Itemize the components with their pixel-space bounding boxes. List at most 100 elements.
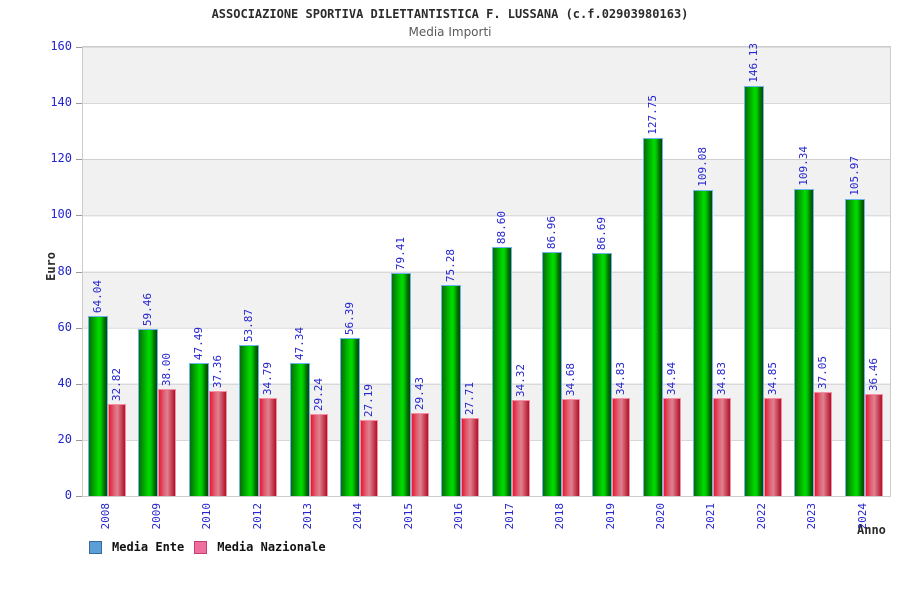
bar-media-ente: [743, 85, 764, 496]
bar-value-label: 34.79: [261, 362, 275, 396]
bar-media-ente: [491, 247, 512, 496]
bar-value-label: 64.04: [91, 280, 104, 314]
legend-swatch-media-nazionale: [194, 540, 208, 554]
y-tick-label: 40: [57, 375, 72, 390]
y-tick-mark: [76, 215, 82, 217]
bar-media-nazionale: [763, 398, 782, 496]
bar-media-nazionale: [208, 391, 227, 496]
x-tick-label: 2020: [654, 503, 668, 530]
bar-media-nazionale: [612, 398, 631, 496]
x-tick-label: 2012: [250, 503, 264, 530]
bar-media-ente: [390, 273, 411, 496]
bar-value-label: 47.49: [191, 326, 205, 360]
gridline: [83, 439, 890, 441]
legend: Media Ente Media Nazionale: [89, 540, 326, 554]
legend-item-media-nazionale: Media Nazionale: [194, 540, 326, 554]
y-tick-mark: [76, 271, 82, 273]
gridline: [83, 327, 890, 329]
bar-value-label: 53.87: [242, 308, 256, 342]
x-tick-label: 2015: [401, 503, 415, 530]
bar-value-label: 29.24: [311, 377, 325, 411]
legend-swatch-media-ente: [89, 540, 102, 554]
bar-value-label: 47.34: [292, 327, 306, 361]
y-tick-mark: [76, 103, 82, 105]
bar-media-nazionale: [561, 398, 580, 496]
bar-media-nazionale: [511, 399, 530, 496]
x-tick-label: 2013: [300, 503, 314, 530]
bar-media-ente: [340, 337, 361, 496]
bar-value-label: 109.08: [696, 147, 710, 187]
y-tick-label: 140: [50, 95, 72, 110]
y-tick-label: 120: [50, 151, 72, 166]
gridline: [83, 383, 890, 385]
bar-media-nazionale: [864, 393, 883, 496]
y-tick-mark: [76, 439, 82, 441]
bar-media-ente: [794, 189, 815, 496]
bar-value-label: 32.82: [110, 367, 123, 401]
y-tick-label: 100: [50, 207, 72, 222]
y-tick-mark: [76, 383, 82, 385]
gridline: [83, 271, 890, 273]
bar-media-nazionale: [158, 389, 177, 496]
gridline: [83, 215, 890, 217]
bar-media-ente: [642, 137, 663, 496]
bar-media-ente: [289, 363, 310, 496]
y-tick-mark: [76, 496, 82, 497]
x-tick-label: 2014: [351, 503, 365, 530]
bar-value-label: 34.83: [614, 362, 628, 396]
bar-value-label: 109.34: [797, 146, 811, 187]
bar-value-label: 59.46: [141, 293, 155, 327]
legend-label-media-ente: Media Ente: [112, 540, 185, 554]
bar-media-nazionale: [360, 419, 379, 496]
bar-value-label: 36.46: [866, 357, 880, 391]
bar-value-label: 34.68: [563, 362, 577, 396]
bar-value-label: 79.41: [393, 237, 407, 271]
bar-media-nazionale: [309, 413, 328, 496]
x-tick-label: 2023: [805, 503, 819, 530]
y-tick-mark: [76, 327, 82, 329]
bar-media-nazionale: [461, 418, 480, 496]
bar-media-nazionale: [814, 392, 833, 496]
bar-value-label: 34.85: [765, 362, 779, 396]
chart-subtitle: Media Importi: [408, 25, 492, 39]
bar-media-ente: [188, 362, 209, 496]
plot-area: 64.04 32.82 2008 59.46 38.00 2009 47.49 37.36 20…: [82, 43, 891, 530]
bar-value-label: 37.05: [816, 355, 830, 390]
bar-media-ente: [441, 284, 462, 496]
bar-value-label: 86.96: [544, 215, 558, 249]
bar-value-label: 27.19: [362, 383, 376, 417]
x-tick-label: 2018: [553, 503, 567, 530]
bar-value-label: 75.28: [444, 248, 458, 282]
bar-media-ente: [88, 316, 108, 496]
x-axis-title: Anno: [857, 523, 886, 537]
bar-value-label: 105.97: [847, 155, 861, 196]
bar-media-ente: [693, 189, 714, 496]
chart-title: ASSOCIAZIONE SPORTIVA DILETTANTISTICA F.…: [211, 7, 689, 21]
x-tick-label: 2021: [704, 503, 718, 530]
bar-value-label: 34.83: [715, 362, 729, 396]
y-tick-label: 80: [57, 263, 72, 278]
bar-media-ente: [592, 252, 613, 496]
x-tick-label: 2022: [754, 503, 768, 530]
bar-media-nazionale: [410, 413, 429, 496]
bar-value-label: 34.32: [513, 363, 527, 397]
bar-value-label: 88.60: [494, 211, 508, 245]
y-tick-label: 0: [64, 488, 72, 502]
bar-media-nazionale: [713, 398, 732, 496]
bar-value-label: 37.36: [210, 355, 224, 389]
bar-media-ente: [138, 329, 159, 496]
bar-value-label: 127.75: [645, 94, 659, 135]
x-tick-label: 2017: [502, 503, 516, 530]
bar-value-label: 86.69: [595, 216, 609, 250]
bar-value-label: 56.39: [343, 301, 357, 335]
bar-value-label: 34.94: [664, 361, 678, 395]
legend-item-media-ente: Media Ente: [89, 540, 184, 554]
x-tick-label: 2010: [200, 503, 214, 530]
bar-media-nazionale: [259, 398, 278, 496]
bar-media-ente: [239, 344, 260, 496]
gridline: [83, 103, 890, 105]
legend-label-media-nazionale: Media Nazionale: [217, 540, 326, 554]
bar-media-ente: [844, 198, 865, 496]
y-tick-label: 160: [50, 39, 72, 53]
